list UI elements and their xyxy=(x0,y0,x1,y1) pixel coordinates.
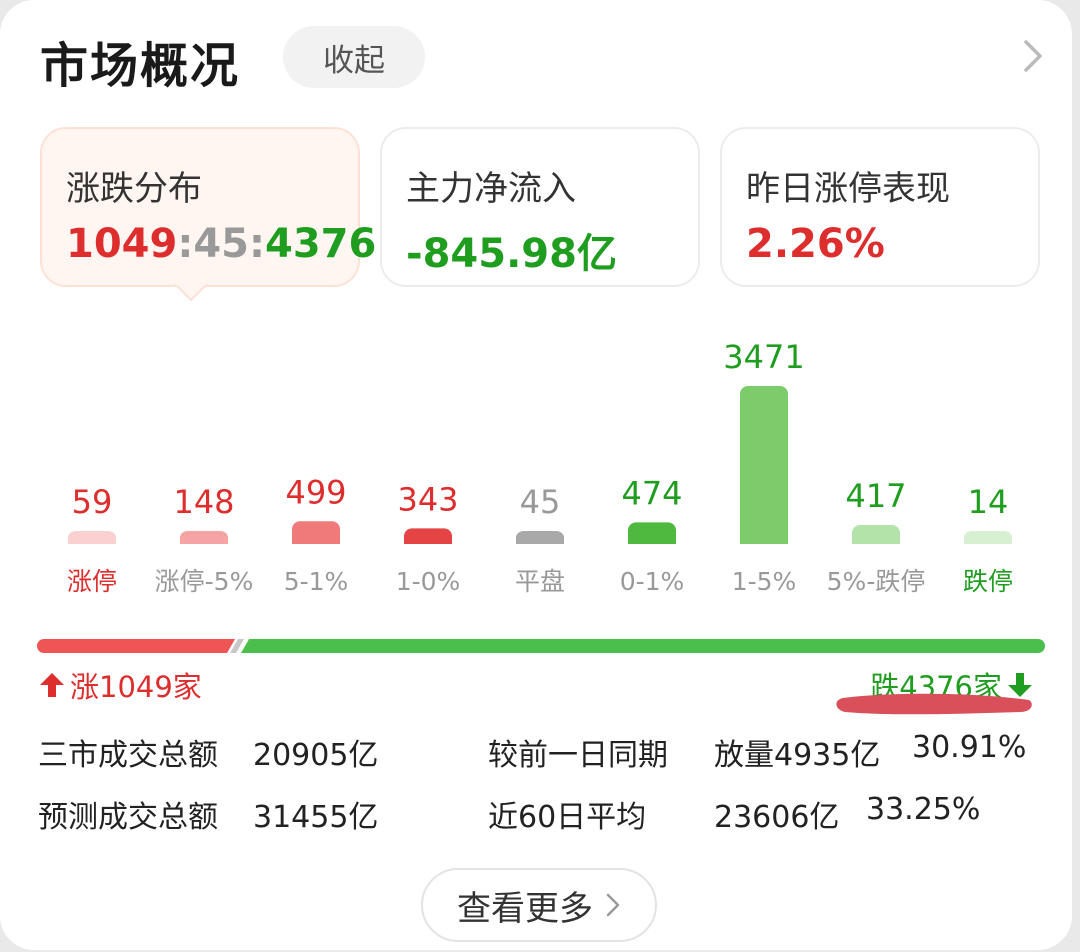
stat-label: 昨日涨停表现 xyxy=(746,169,950,209)
bar-value-label: 474 xyxy=(621,474,682,512)
distribution-bar-chart: 59 涨停 148 涨停-5% 499 5-1% 343 1-0% 45 平盘 474 0-1% 347… xyxy=(36,320,1046,610)
chevron-right-icon xyxy=(606,893,620,917)
arrow-up-icon xyxy=(40,673,64,697)
stat-card-distribution[interactable]: 涨跌分布 1049:45:4376 xyxy=(40,127,376,287)
avg-60d-value: 23606亿 xyxy=(714,800,840,835)
page-title: 市场概况 xyxy=(40,38,241,94)
bar-base-5 xyxy=(628,536,676,544)
compare-label: 较前一日同期 xyxy=(488,738,668,773)
avg-60d-label: 近60日平均 xyxy=(488,800,647,835)
bar-category-label: 跌停 xyxy=(963,567,1013,596)
bar-base-7 xyxy=(852,536,900,544)
bar-category-label: 涨停-5% xyxy=(155,567,254,596)
arrow-down-icon xyxy=(1008,673,1032,697)
bar-base-8 xyxy=(964,536,1012,544)
bar-category-label: 平盘 xyxy=(515,567,565,596)
ratio-separator: : xyxy=(249,221,265,267)
stat-value-net-inflow: -845.98亿 xyxy=(406,231,617,277)
forecast-turnover-label: 预测成交总额 xyxy=(38,800,218,835)
bar-value-label: 14 xyxy=(968,483,1009,521)
stat-label: 主力净流入 xyxy=(406,169,576,209)
rise-segment xyxy=(37,639,236,653)
red-highlight-scribble xyxy=(836,693,1032,715)
compare-value: 放量4935亿 xyxy=(714,738,881,773)
bar-value-label: 499 xyxy=(285,473,346,511)
bar-value-label: 148 xyxy=(173,483,234,521)
stat-card-net-inflow[interactable]: 主力净流入 -845.98亿 xyxy=(380,127,700,287)
ratio-separator: : xyxy=(177,221,194,267)
rise-count-text: 涨1049家 xyxy=(70,670,202,704)
active-tab-pointer xyxy=(175,284,207,302)
bar-category-label: 0-1% xyxy=(620,567,685,596)
bar-category-label: 5%-跌停 xyxy=(827,567,926,596)
forecast-turnover-value: 31455亿 xyxy=(253,800,379,835)
bar-category-label: 涨停 xyxy=(67,567,117,596)
bar-value-label: 343 xyxy=(397,480,458,518)
chevron-right-icon[interactable] xyxy=(1018,38,1048,74)
down-count: 4376 xyxy=(265,221,377,267)
bar-value-label: 59 xyxy=(72,483,113,521)
view-more-button[interactable]: 查看更多 xyxy=(421,868,657,942)
bar-category-label: 1-0% xyxy=(396,567,461,596)
bar-chart-svg: 59 涨停 148 涨停-5% 499 5-1% 343 1-0% 45 平盘 474 0-1% 347… xyxy=(67,338,1013,596)
stat-card-limit-up-performance[interactable]: 昨日涨停表现 2.26% xyxy=(720,127,1040,287)
flat-segment xyxy=(230,639,245,653)
bar-category-label: 5-1% xyxy=(284,567,349,596)
bar-base-4 xyxy=(516,536,564,544)
view-more-label: 查看更多 xyxy=(457,888,593,929)
bar-value-label: 417 xyxy=(845,477,906,515)
bar-base-2 xyxy=(292,536,340,544)
stat-value-limit-up: 2.26% xyxy=(746,221,885,267)
bar-base-0 xyxy=(68,536,116,544)
bar-base-6 xyxy=(740,536,788,544)
up-count: 1049 xyxy=(66,221,178,267)
collapse-button[interactable]: 收起 xyxy=(283,26,425,88)
fall-segment xyxy=(241,639,1045,653)
flat-count: 45 xyxy=(193,221,249,267)
avg-60d-percent: 33.25% xyxy=(866,792,981,827)
bar-base-3 xyxy=(404,536,452,544)
bar-base-1 xyxy=(180,536,228,544)
total-turnover-label: 三市成交总额 xyxy=(38,738,218,773)
rise-fall-ratio-bar xyxy=(37,639,1045,653)
bar-value-label: 45 xyxy=(520,483,561,521)
total-turnover-value: 20905亿 xyxy=(253,738,379,773)
bar-6 xyxy=(740,386,788,544)
bar-value-label: 3471 xyxy=(723,338,804,376)
rise-count-label: 涨1049家 xyxy=(38,664,202,706)
compare-percent: 30.91% xyxy=(912,730,1027,765)
stat-value-distribution: 1049:45:4376 xyxy=(66,221,376,267)
stat-label: 涨跌分布 xyxy=(66,169,202,209)
bar-category-label: 1-5% xyxy=(732,567,797,596)
